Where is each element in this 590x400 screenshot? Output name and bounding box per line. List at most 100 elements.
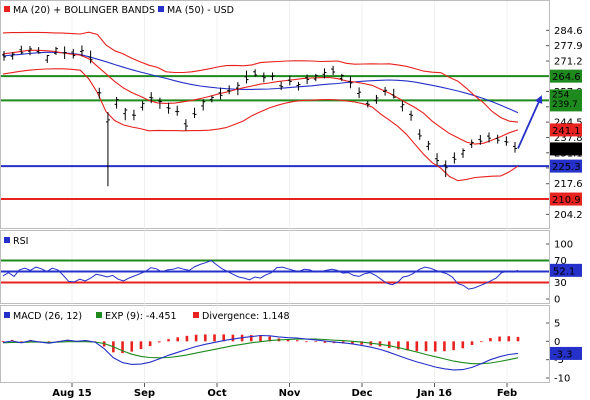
ohlc-bar [305,74,310,85]
ohlc-bar [417,129,422,140]
divergence-bar [507,336,511,342]
macd-tick-label: -10 [554,374,570,385]
ohlc-bar [374,94,379,104]
projection-arrow [517,95,543,149]
x-tick-label: Oct [207,388,226,399]
divergence-bar [130,341,134,352]
ohlc-bar [183,119,188,131]
rsi-badge-label: 52.1 [553,266,575,277]
macd-panel: 5 0 -5 -10 -3.3 [1,319,582,385]
divergence-bar [424,341,428,352]
rsi-line [2,259,519,290]
ohlc-bar [513,142,517,153]
ohlc-bar [62,46,67,59]
level-badge-bg [550,89,582,112]
divergence-bar [470,341,474,345]
exp-legend-label: EXP (9): -4.451 [105,311,177,322]
ohlc-bar [296,81,301,91]
divergence-bar [286,339,290,342]
price-tick-label: 284.6 [554,26,583,37]
divergence-bar [314,341,317,343]
rsi-tick-label: 0 [554,295,560,306]
ohlc-bar [495,134,500,144]
price-tick-label: 244.5 [554,118,583,129]
rsi-legend: RSI [4,236,28,247]
x-tick-label: Dec [351,388,372,399]
ohlc-bar [313,73,318,82]
ohlc-bar [140,101,145,111]
x-tick-label: Jan 16 [416,388,452,399]
divergence-bar [351,341,354,344]
ma50-legend-label: MA (50) - USD [167,5,234,16]
ohlc-bar [426,140,431,151]
rsi-tick-label: 70 [554,256,567,267]
exp-line [2,338,519,365]
rsi-tick-label: 30 [554,278,567,289]
ohlc-bar [504,136,509,146]
ohlc-bar [19,45,24,55]
ohlc-bar [409,110,414,121]
level-badge-label: 254 [552,90,569,100]
ohlc-bar [175,105,180,116]
divergence-bar [452,341,455,351]
divergence-bar [295,340,299,342]
price-tick-label: 217.6 [554,179,583,190]
ohlc-bar [478,134,483,145]
ohlc-bar [192,107,197,119]
x-tick-label: Sep [134,388,155,399]
ohlc-bar [365,100,370,108]
macd-legend: MACD (26, 12) EXP (9): -4.451 Divergence… [4,311,290,322]
price-tick-label: 277.9 [554,41,583,52]
divergence-legend-label: Divergence: 1.148 [202,311,290,322]
level-badge-bg [550,159,582,173]
ohlc-bar [105,112,110,187]
macd-tick-label: 0 [554,337,560,348]
level-badge-label: 239.7 [552,100,578,110]
divergence-bar [305,341,308,343]
ohlc-bar [157,97,162,109]
divergence-bar [167,339,170,342]
ohlc-bar [79,45,84,57]
divergence-bar [47,341,51,343]
ohlc-bar [235,82,240,96]
divergence-bar [259,335,262,342]
price-badge-label: 232.8 [552,145,581,156]
divergence-bar [323,341,327,343]
macd-line [2,334,519,371]
bollinger-lower-line [2,68,519,182]
divergence-bar [397,341,400,350]
ohlc-bar [201,99,206,111]
ohlc-bar [88,50,93,64]
ohlc-bar [270,72,275,81]
divergence-bar [148,341,152,347]
divergence-bar [461,341,465,349]
divergence-bar [139,341,143,350]
ohlc-bar [218,87,223,100]
divergence-bar [387,341,391,348]
ohlc-bar [2,50,6,61]
ohlc-bar [443,160,448,178]
price-tick-label: 237.8 [554,133,583,144]
level-badge-bg [550,192,582,206]
divergence-bar [250,335,253,342]
ohlc-bar [149,92,154,104]
ma20-line [2,49,519,145]
ohlc-bar [114,96,119,109]
x-tick-label: Nov [279,388,301,399]
ohlc-bar [244,70,249,84]
ohlc-bar [253,69,258,77]
x-tick-label: Feb [497,388,517,399]
ohlc-bar [435,153,440,166]
divergence-bar [231,334,235,342]
ohlc-bar [391,88,396,99]
divergence-bar [498,336,501,342]
macd-legend-label: MACD (26, 12) [13,311,82,322]
divergence-bar [479,341,483,343]
ohlc-bar [123,107,128,121]
macd-badge-bg [550,346,582,360]
ohlc-bar [452,152,457,164]
x-tick-label: Aug 15 [52,388,91,399]
divergence-bar [185,335,189,342]
divergence-bar [443,341,446,352]
price-badge-bg [550,142,582,156]
